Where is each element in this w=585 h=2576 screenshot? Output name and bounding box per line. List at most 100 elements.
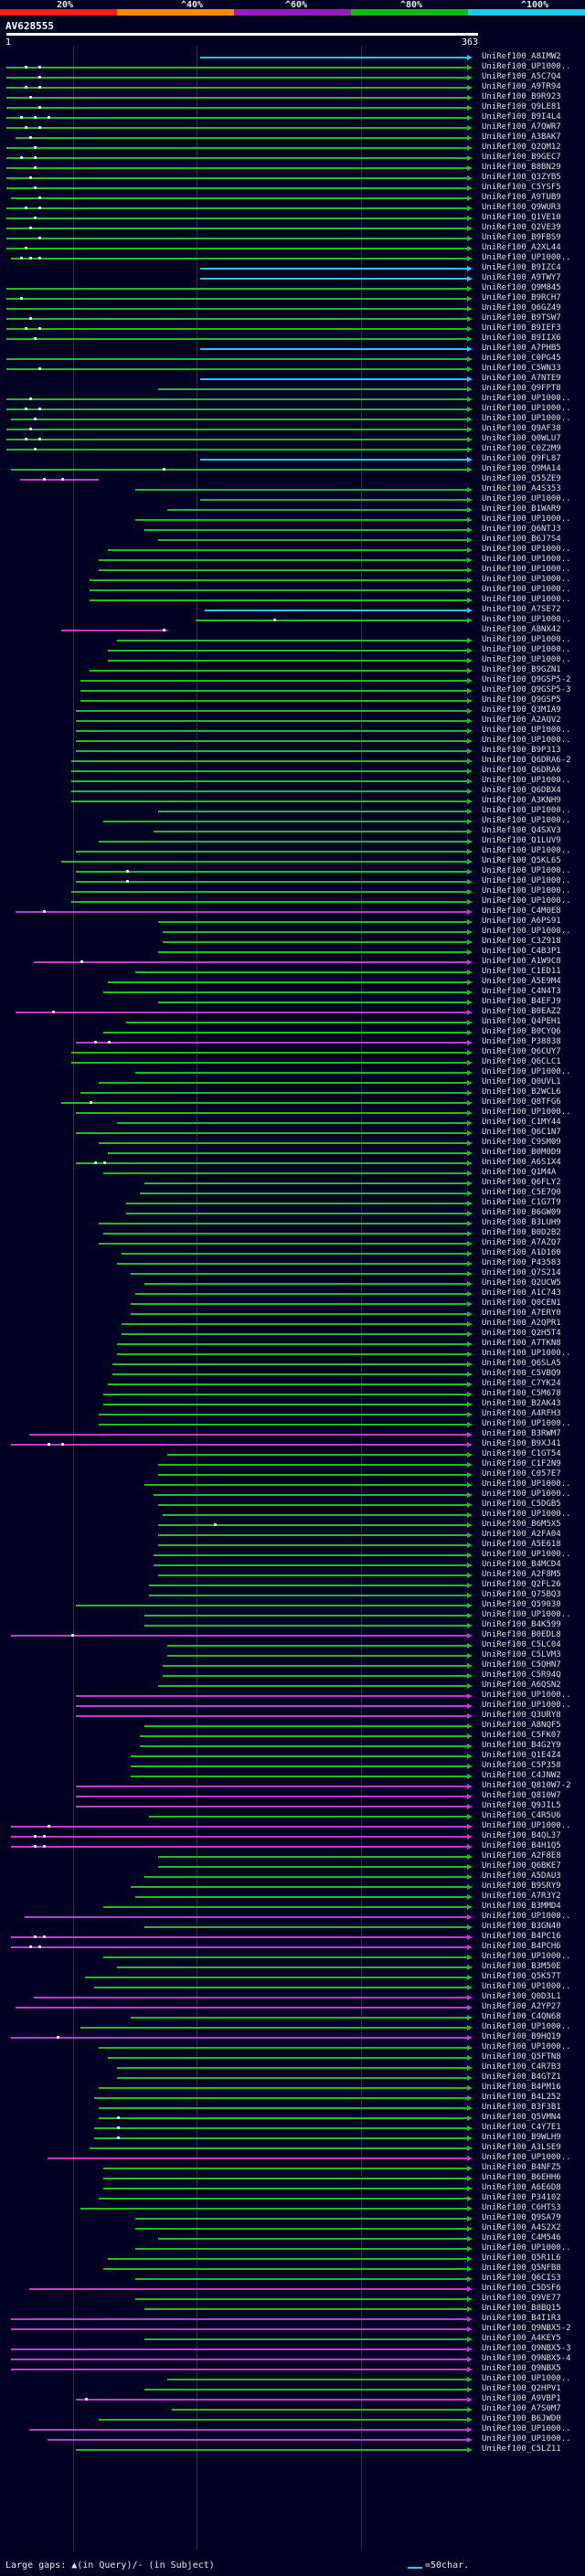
hit-id-link[interactable]: UniRef100_B4L252 [482, 2093, 561, 2102]
hit-id-link[interactable]: UniRef100_Q9WUR3 [482, 203, 561, 212]
hit-id-link[interactable]: UniRef100_Q55ZE9 [482, 474, 561, 483]
hit-id-link[interactable]: UniRef100_Q2FL26 [482, 1580, 561, 1589]
hit-id-link[interactable]: UniRef100_B9GEC7 [482, 153, 561, 162]
hit-id-link[interactable]: UniRef100_B9I4L4 [482, 112, 561, 122]
hit-id-link[interactable]: UniRef100_UP1000.. [482, 514, 571, 524]
hit-id-link[interactable]: UniRef100_C5YSF5 [482, 183, 561, 192]
hit-id-link[interactable]: UniRef100_Q9LE81 [482, 102, 561, 111]
hit-id-link[interactable]: UniRef100_C1G7T9 [482, 1198, 561, 1207]
hit-id-link[interactable]: UniRef100_C4M546 [482, 2233, 561, 2242]
hit-id-link[interactable]: UniRef100_B2WCL6 [482, 1087, 561, 1097]
hit-id-link[interactable]: UniRef100_C0Z2M9 [482, 444, 561, 453]
hit-id-link[interactable]: UniRef100_Q7S214 [482, 1268, 561, 1277]
hit-id-link[interactable]: UniRef100_C5P358 [482, 1761, 561, 1770]
hit-id-link[interactable]: UniRef100_Q2QM12 [482, 143, 561, 152]
hit-id-link[interactable]: UniRef100_A5E618 [482, 1540, 561, 1549]
hit-id-link[interactable]: UniRef100_B3LUH9 [482, 1218, 561, 1227]
hit-id-link[interactable]: UniRef100_Q6CIS3 [482, 2274, 561, 2283]
hit-id-link[interactable]: UniRef100_Q0WLU7 [482, 434, 561, 443]
hit-id-link[interactable]: UniRef100_B4G2Y9 [482, 1741, 561, 1750]
hit-id-link[interactable]: UniRef100_Q1E4Z4 [482, 1751, 561, 1760]
hit-id-link[interactable]: UniRef100_UP1000.. [482, 866, 571, 875]
hit-id-link[interactable]: UniRef100_B4K599 [482, 1620, 561, 1629]
hit-id-link[interactable]: UniRef100_C4QN68 [482, 2012, 561, 2021]
hit-id-link[interactable]: UniRef100_C4B3P1 [482, 947, 561, 956]
hit-id-link[interactable]: UniRef100_B3RWM7 [482, 1429, 561, 1438]
hit-id-link[interactable]: UniRef100_UP1000.. [482, 927, 571, 936]
hit-id-link[interactable]: UniRef100_A8NQF5 [482, 1721, 561, 1730]
hit-id-link[interactable]: UniRef100_Q4SXV3 [482, 826, 561, 835]
hit-id-link[interactable]: UniRef100_B9TSW7 [482, 313, 561, 323]
hit-id-link[interactable]: UniRef100_A2XL44 [482, 243, 561, 252]
hit-id-link[interactable]: UniRef100_Q6NTJ3 [482, 525, 561, 534]
hit-id-link[interactable]: UniRef100_Q9MA14 [482, 464, 561, 473]
hit-id-link[interactable]: UniRef100_UP1000.. [482, 1419, 571, 1428]
hit-id-link[interactable]: UniRef100_Q810W7-2 [482, 1781, 571, 1790]
hit-id-link[interactable]: UniRef100_Q5KL65 [482, 856, 561, 865]
hit-id-link[interactable]: UniRef100_Q1M4A [482, 1168, 557, 1177]
hit-id-link[interactable]: UniRef100_B6EHH6 [482, 2173, 561, 2182]
hit-id-link[interactable]: UniRef100_B9SRY9 [482, 1882, 561, 1891]
hit-id-link[interactable]: UniRef100_B3MMD4 [482, 1902, 561, 1911]
hit-id-link[interactable]: UniRef100_A6QSN2 [482, 1680, 561, 1690]
hit-id-link[interactable]: UniRef100_UP1000.. [482, 565, 571, 574]
hit-id-link[interactable]: UniRef100_Q9M845 [482, 283, 561, 292]
hit-id-link[interactable]: UniRef100_B4PM16 [482, 2083, 561, 2092]
hit-id-link[interactable]: UniRef100_UP1000.. [482, 2434, 571, 2443]
hit-id-link[interactable]: UniRef100_A8IMW2 [482, 52, 561, 61]
hit-id-link[interactable]: UniRef100_A9VBP1 [482, 2394, 561, 2403]
hit-id-link[interactable]: UniRef100_UP1000.. [482, 1952, 571, 1961]
hit-id-link[interactable]: UniRef100_UP1000.. [482, 1067, 571, 1076]
hit-id-link[interactable]: UniRef100_UP1000.. [482, 1610, 571, 1619]
hit-id-link[interactable]: UniRef100_B9XJ41 [482, 1439, 561, 1448]
hit-id-link[interactable]: UniRef100_UP1000.. [482, 595, 571, 604]
hit-id-link[interactable]: UniRef100_UP1000.. [482, 645, 571, 654]
hit-id-link[interactable]: UniRef100_UP1000.. [482, 1550, 571, 1559]
hit-id-link[interactable]: UniRef100_Q4PEH1 [482, 1017, 561, 1026]
hit-id-link[interactable]: UniRef100_Q2HPV1 [482, 2384, 561, 2393]
hit-id-link[interactable]: UniRef100_C9SM09 [482, 1138, 561, 1147]
hit-id-link[interactable]: UniRef100_B8BN29 [482, 163, 561, 172]
hit-id-link[interactable]: UniRef100_Q5NFB8 [482, 2263, 561, 2273]
hit-id-link[interactable]: UniRef100_C4JNW2 [482, 1771, 561, 1780]
hit-id-link[interactable]: UniRef100_UP1000.. [482, 635, 571, 644]
hit-id-link[interactable]: UniRef100_C4R5U6 [482, 1811, 561, 1820]
hit-id-link[interactable]: UniRef100_UP1000.. [482, 585, 571, 594]
hit-id-link[interactable]: UniRef100_A7S0M7 [482, 2404, 561, 2413]
hit-id-link[interactable]: UniRef100_UP1000.. [482, 806, 571, 815]
hit-id-link[interactable]: UniRef100_A6PS91 [482, 917, 561, 926]
hit-id-link[interactable]: UniRef100_A7ERY0 [482, 1309, 561, 1318]
hit-id-link[interactable]: UniRef100_C4N4T3 [482, 987, 561, 996]
hit-id-link[interactable]: UniRef100_Q3ZYB5 [482, 173, 561, 182]
hit-id-link[interactable]: UniRef100_UP1000.. [482, 816, 571, 825]
hit-id-link[interactable]: UniRef100_B4QL37 [482, 1831, 561, 1840]
hit-id-link[interactable]: UniRef100_P34102 [482, 2193, 561, 2202]
hit-id-link[interactable]: UniRef100_C5FK07 [482, 1731, 561, 1740]
hit-id-link[interactable]: UniRef100_Q9FL87 [482, 454, 561, 463]
hit-id-link[interactable]: UniRef100_B0EAZ2 [482, 1007, 561, 1016]
hit-id-link[interactable]: UniRef100_B1WAR9 [482, 504, 561, 514]
hit-id-link[interactable]: UniRef100_Q6BKE7 [482, 1861, 561, 1871]
hit-id-link[interactable]: UniRef100_A9TR94 [482, 82, 561, 91]
hit-id-link[interactable]: UniRef100_C0PG45 [482, 354, 561, 363]
hit-id-link[interactable]: UniRef100_B3F3B1 [482, 2103, 561, 2112]
hit-id-link[interactable]: UniRef100_B0CYQ6 [482, 1027, 561, 1036]
hit-id-link[interactable]: UniRef100_UP1000.. [482, 575, 571, 584]
hit-id-link[interactable]: UniRef100_UP1000.. [482, 2042, 571, 2051]
hit-id-link[interactable]: UniRef100_B4I1R3 [482, 2314, 561, 2323]
hit-id-link[interactable]: UniRef100_A7R3Y2 [482, 1892, 561, 1901]
hit-id-link[interactable]: UniRef100_C5E7Q0 [482, 1188, 561, 1197]
hit-id-link[interactable]: UniRef100_C7YK24 [482, 1379, 561, 1388]
hit-id-link[interactable]: UniRef100_A3LSE9 [482, 2143, 561, 2152]
hit-id-link[interactable]: UniRef100_UP1000.. [482, 545, 571, 554]
hit-id-link[interactable]: UniRef100_A7TKN8 [482, 1339, 561, 1348]
hit-id-link[interactable]: UniRef100_Q6FLY2 [482, 1178, 561, 1187]
hit-id-link[interactable]: UniRef100_C5VBQ9 [482, 1369, 561, 1378]
hit-id-link[interactable]: UniRef100_B6JWD0 [482, 2414, 561, 2423]
hit-id-link[interactable]: UniRef100_B0EDL8 [482, 1630, 561, 1639]
hit-id-link[interactable]: UniRef100_C5LZ11 [482, 2444, 561, 2454]
hit-id-link[interactable]: UniRef100_A5C7Q4 [482, 72, 561, 81]
hit-id-link[interactable]: UniRef100_UP1000.. [482, 876, 571, 885]
hit-id-link[interactable]: UniRef100_A2F8M5 [482, 1570, 561, 1579]
hit-id-link[interactable]: UniRef100_Q1LUV9 [482, 836, 561, 845]
